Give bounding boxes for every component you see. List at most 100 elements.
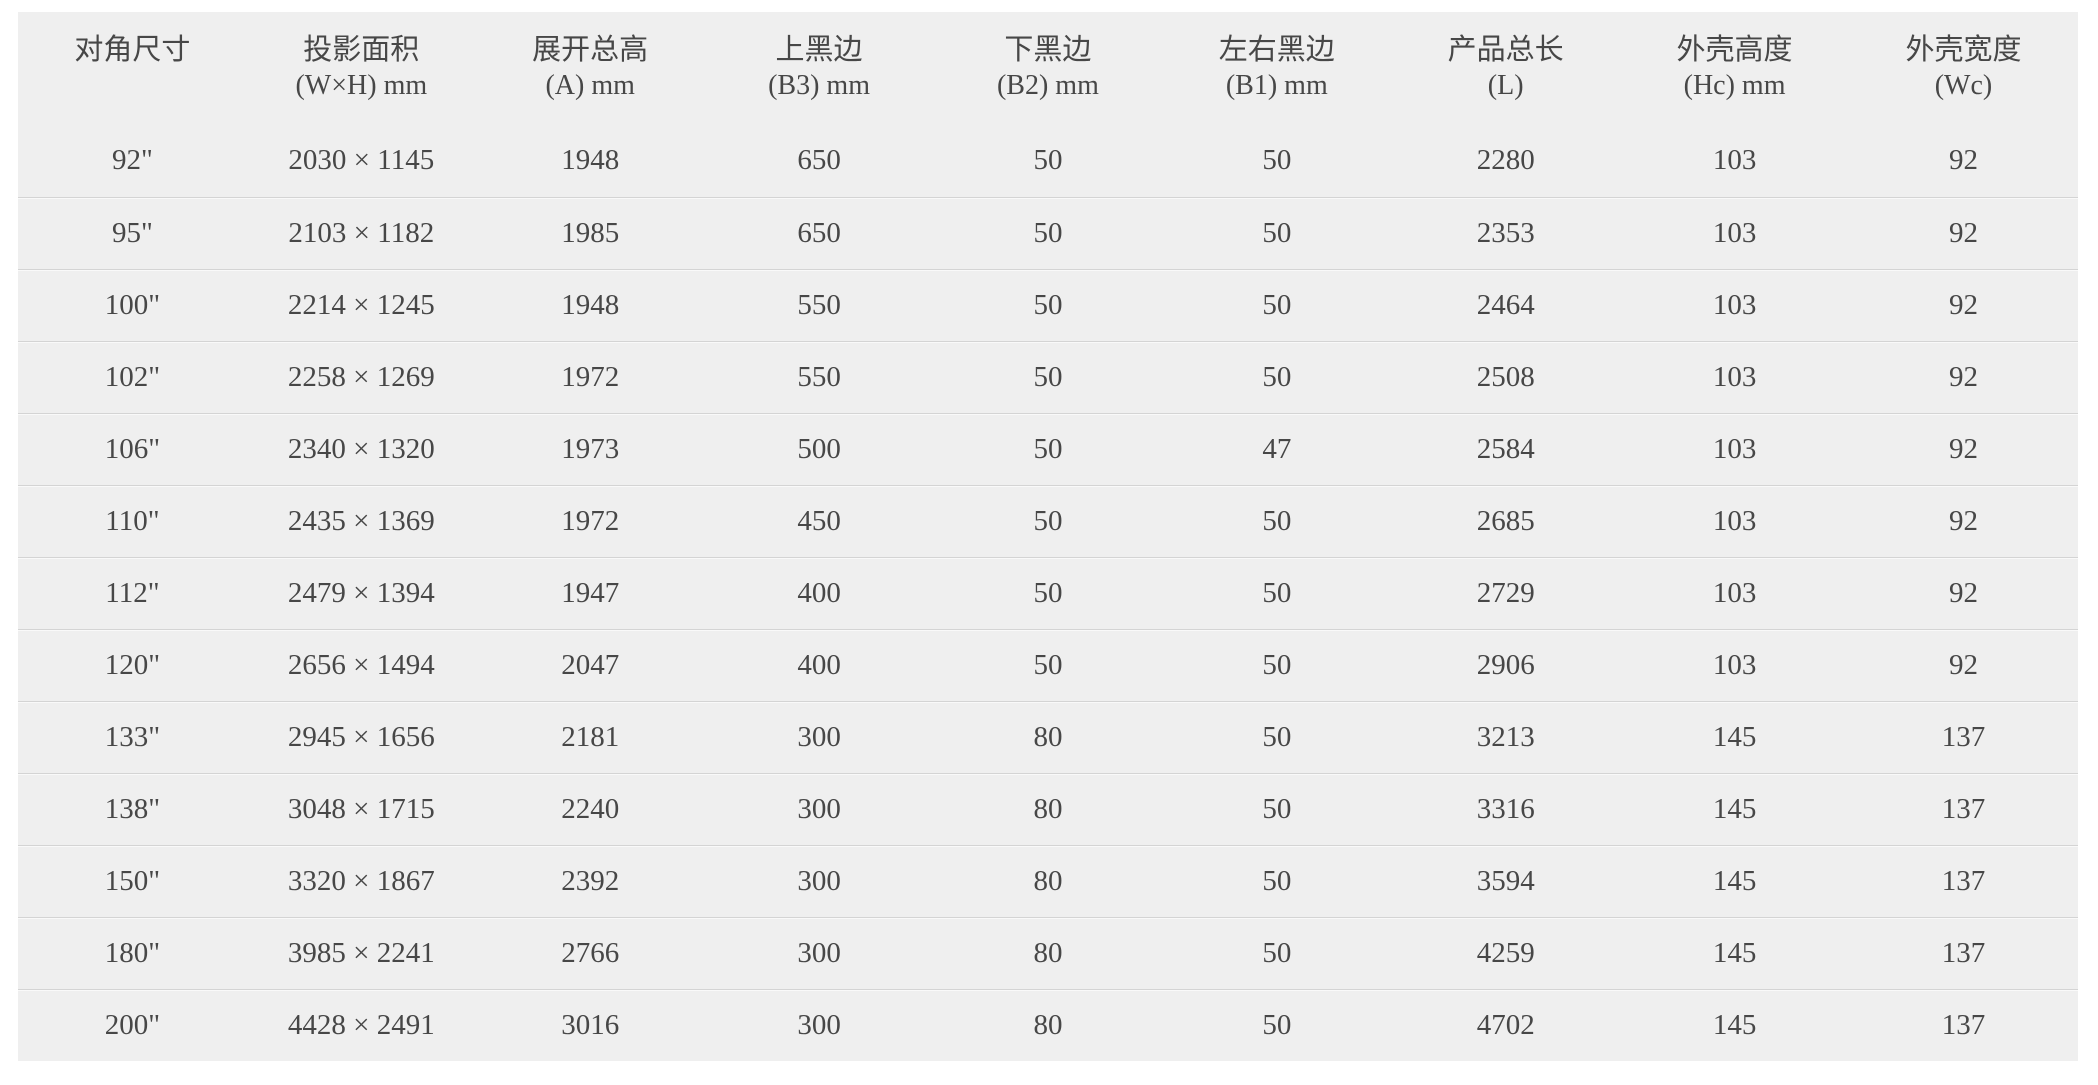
table-cell: 4702 bbox=[1391, 988, 1621, 1061]
table-cell: 2240 bbox=[475, 772, 705, 845]
table-cell: 106" bbox=[18, 412, 247, 485]
table-cell: 103 bbox=[1712, 144, 1757, 177]
table-cell: 92 bbox=[1849, 556, 2078, 629]
column-header: 下黑边 (B2) mm bbox=[934, 12, 1163, 125]
table-cell: 2103 × 1182 bbox=[246, 196, 476, 269]
table-row: 92" 2030 × 1145 1948 650 50 50 2280 103 92 bbox=[18, 125, 2078, 197]
table-cell: 50 bbox=[1033, 144, 1063, 177]
table-cell: 112" bbox=[18, 556, 247, 629]
table-cell: 50 bbox=[933, 556, 1163, 629]
table-cell: 4428 × 2491 bbox=[246, 988, 476, 1061]
table-cell: 145 bbox=[1620, 772, 1849, 845]
table-row: 138" 3048 × 1715 2240 300 80 50 3316 145 137 bbox=[18, 772, 2078, 845]
table-row: 95" 2103 × 1182 1985 650 50 50 2353 103 92 bbox=[18, 196, 2078, 269]
table-cell: 50 bbox=[1162, 916, 1392, 989]
table-cell: 400 bbox=[704, 556, 934, 629]
table-cell: 103 bbox=[1620, 628, 1849, 701]
column-unit: (L) bbox=[1487, 70, 1524, 101]
column-header: 展开总高 (A) mm bbox=[476, 12, 705, 125]
table-cell: 103 bbox=[1620, 412, 1849, 485]
table-cell: 50 bbox=[1162, 268, 1392, 341]
table-cell: 3320 × 1867 bbox=[246, 844, 476, 917]
table-cell: 80 bbox=[933, 700, 1163, 773]
table-cell: 120" bbox=[18, 628, 247, 701]
table-cell: 145 bbox=[1620, 700, 1849, 773]
table-cell: 2508 bbox=[1391, 340, 1621, 413]
table-cell: 2280 bbox=[1476, 144, 1535, 177]
table-cell: 110" bbox=[18, 484, 247, 557]
table-cell: 2464 bbox=[1391, 268, 1621, 341]
table-cell: 50 bbox=[933, 412, 1163, 485]
column-title: 左右黑边 bbox=[1218, 34, 1335, 66]
table-cell: 300 bbox=[704, 988, 934, 1061]
table-cell: 137 bbox=[1849, 988, 2078, 1061]
table-cell: 1972 bbox=[475, 484, 705, 557]
table-cell: 2729 bbox=[1391, 556, 1621, 629]
table-row: 150" 3320 × 1867 2392 300 80 50 3594 145 137 bbox=[18, 844, 2078, 917]
column-title: 外壳高度 bbox=[1676, 34, 1793, 66]
table-cell: 50 bbox=[1162, 484, 1392, 557]
column-header: 产品总长 (L) bbox=[1391, 12, 1620, 125]
table-cell: 1948 bbox=[475, 268, 705, 341]
column-title: 产品总长 bbox=[1447, 34, 1564, 66]
table-cell: 450 bbox=[704, 484, 934, 557]
table-cell: 3213 bbox=[1391, 700, 1621, 773]
column-unit: (A) mm bbox=[545, 70, 635, 101]
table-cell: 300 bbox=[704, 916, 934, 989]
table-cell: 145 bbox=[1620, 916, 1849, 989]
table-row: 106" 2340 × 1320 1973 500 50 47 2584 103 92 bbox=[18, 412, 2078, 485]
column-header: 外壳高度 (Hc) mm bbox=[1620, 12, 1849, 125]
table-cell: 50 bbox=[1162, 196, 1392, 269]
table-cell: 50 bbox=[1162, 628, 1392, 701]
column-unit: (W×H) mm bbox=[295, 70, 428, 101]
table-cell: 1948 bbox=[561, 144, 620, 177]
table-cell: 50 bbox=[933, 268, 1163, 341]
table-cell: 50 bbox=[1162, 772, 1392, 845]
table-cell: 92 bbox=[1849, 412, 2078, 485]
table-cell: 2353 bbox=[1391, 196, 1621, 269]
table-cell: 2340 × 1320 bbox=[246, 412, 476, 485]
column-title: 展开总高 bbox=[532, 34, 649, 66]
table-cell: 2435 × 1369 bbox=[246, 484, 476, 557]
table-cell: 50 bbox=[933, 196, 1163, 269]
table-cell: 400 bbox=[704, 628, 934, 701]
table-cell: 92 bbox=[1849, 628, 2078, 701]
column-title: 上黑边 bbox=[775, 34, 863, 66]
column-unit: (B1) mm bbox=[1225, 70, 1328, 101]
table-cell: 50 bbox=[1162, 988, 1392, 1061]
table-row: 200" 4428 × 2491 3016 300 80 50 4702 145 137 bbox=[18, 988, 2078, 1061]
column-unit: (B3) mm bbox=[768, 70, 870, 101]
column-title: 下黑边 bbox=[1004, 34, 1092, 66]
table-cell: 2766 bbox=[475, 916, 705, 989]
table-cell: 300 bbox=[704, 844, 934, 917]
column-unit: (B2) mm bbox=[996, 70, 1099, 101]
table-cell: 138" bbox=[18, 772, 247, 845]
table-cell: 92 bbox=[1949, 144, 1978, 177]
table-cell: 3048 × 1715 bbox=[246, 772, 476, 845]
table-cell: 150" bbox=[18, 844, 247, 917]
table-cell: 2258 × 1269 bbox=[246, 340, 476, 413]
column-header: 对角尺寸 bbox=[18, 12, 247, 125]
table-row: 102" 2258 × 1269 1972 550 50 50 2508 103 92 bbox=[18, 340, 2078, 413]
table-cell: 92" bbox=[112, 144, 153, 177]
header-row: 对角尺寸 投影面积 (W×H) mm 展开总高 (A) mm 上黑边 (B3) mm 下黑边 (… bbox=[18, 12, 2078, 125]
table-cell: 200" bbox=[18, 988, 247, 1061]
table-cell: 2047 bbox=[475, 628, 705, 701]
table-cell: 550 bbox=[704, 268, 934, 341]
table-cell: 103 bbox=[1620, 340, 1849, 413]
table-cell: 3316 bbox=[1391, 772, 1621, 845]
table-row: 133" 2945 × 1656 2181 300 80 50 3213 145 137 bbox=[18, 700, 2078, 773]
table-row: 100" 2214 × 1245 1948 550 50 50 2464 103 92 bbox=[18, 268, 2078, 341]
table-cell: 1985 bbox=[475, 196, 705, 269]
table-cell: 2685 bbox=[1391, 484, 1621, 557]
table-cell: 92 bbox=[1849, 484, 2078, 557]
table-cell: 137 bbox=[1849, 844, 2078, 917]
table-cell: 50 bbox=[933, 340, 1163, 413]
table-cell: 137 bbox=[1849, 772, 2078, 845]
table-cell: 4259 bbox=[1391, 916, 1621, 989]
table-cell: 50 bbox=[933, 628, 1163, 701]
table-cell: 1973 bbox=[475, 412, 705, 485]
table-cell: 550 bbox=[704, 340, 934, 413]
table-cell: 145 bbox=[1620, 844, 1849, 917]
column-header: 上黑边 (B3) mm bbox=[705, 12, 934, 125]
